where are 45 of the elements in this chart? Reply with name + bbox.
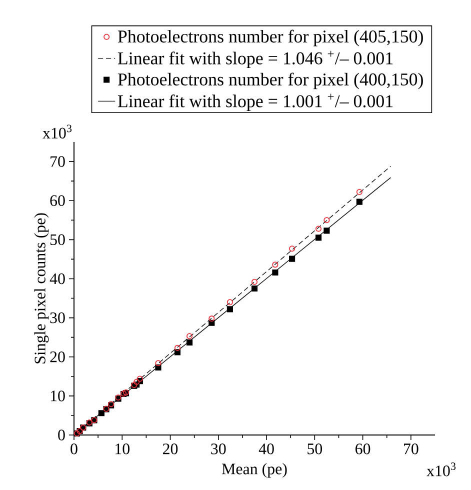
x-tick-label: 70 bbox=[404, 444, 418, 454]
point bbox=[134, 378, 140, 385]
point bbox=[155, 360, 162, 366]
y-tick-label: 70 bbox=[50, 156, 65, 167]
point bbox=[356, 198, 362, 205]
x-tick-label: 10 bbox=[116, 444, 130, 454]
point bbox=[208, 316, 215, 322]
x-tick-label: 0 bbox=[70, 444, 78, 454]
point bbox=[272, 262, 278, 268]
y-tick-label: 50 bbox=[50, 234, 65, 246]
point bbox=[272, 269, 278, 276]
point bbox=[289, 246, 296, 252]
point bbox=[251, 278, 258, 285]
y-tick-label: 30 bbox=[50, 312, 65, 324]
point bbox=[226, 299, 233, 306]
y-tick-label: 60 bbox=[50, 195, 65, 206]
point bbox=[251, 285, 258, 292]
point bbox=[324, 228, 330, 234]
point bbox=[186, 333, 193, 340]
x-tick-label: 50 bbox=[308, 444, 322, 454]
point bbox=[186, 339, 193, 346]
point bbox=[324, 217, 330, 224]
x-axis-title: Mean (pe) bbox=[222, 463, 287, 478]
text: x10$^{3}$ bbox=[426, 462, 456, 476]
y-tick-label: 20 bbox=[50, 351, 65, 362]
point bbox=[136, 376, 143, 382]
text: x10$^{3}$ bbox=[42, 124, 72, 138]
point bbox=[315, 234, 322, 241]
x-tick-label: 20 bbox=[163, 444, 178, 454]
point bbox=[315, 226, 322, 232]
legend-label: Linear fit with slope = 1.046 $^{+}$/– 0.001 bbox=[118, 50, 393, 68]
x-tick-label: 60 bbox=[356, 444, 370, 454]
y-tick-label: 0 bbox=[58, 430, 65, 440]
point bbox=[289, 256, 296, 262]
legend-label: Photoelectrons number for pixel (400,150) bbox=[118, 72, 423, 90]
point bbox=[226, 306, 233, 312]
x-tick-label: 30 bbox=[211, 444, 226, 454]
point bbox=[174, 344, 181, 351]
y-tick-label: 10 bbox=[50, 390, 65, 402]
y-tick-label: 40 bbox=[50, 273, 65, 284]
point bbox=[356, 188, 362, 196]
x-tick-label: 40 bbox=[258, 444, 274, 454]
legend-label: Linear fit with slope = 1.001 $^{+}$/– 0.001 bbox=[118, 94, 393, 111]
y-axis-title: Single pixel counts (pe) bbox=[34, 213, 49, 364]
legend-label: Photoelectrons number for pixel (405,150) bbox=[118, 30, 423, 46]
